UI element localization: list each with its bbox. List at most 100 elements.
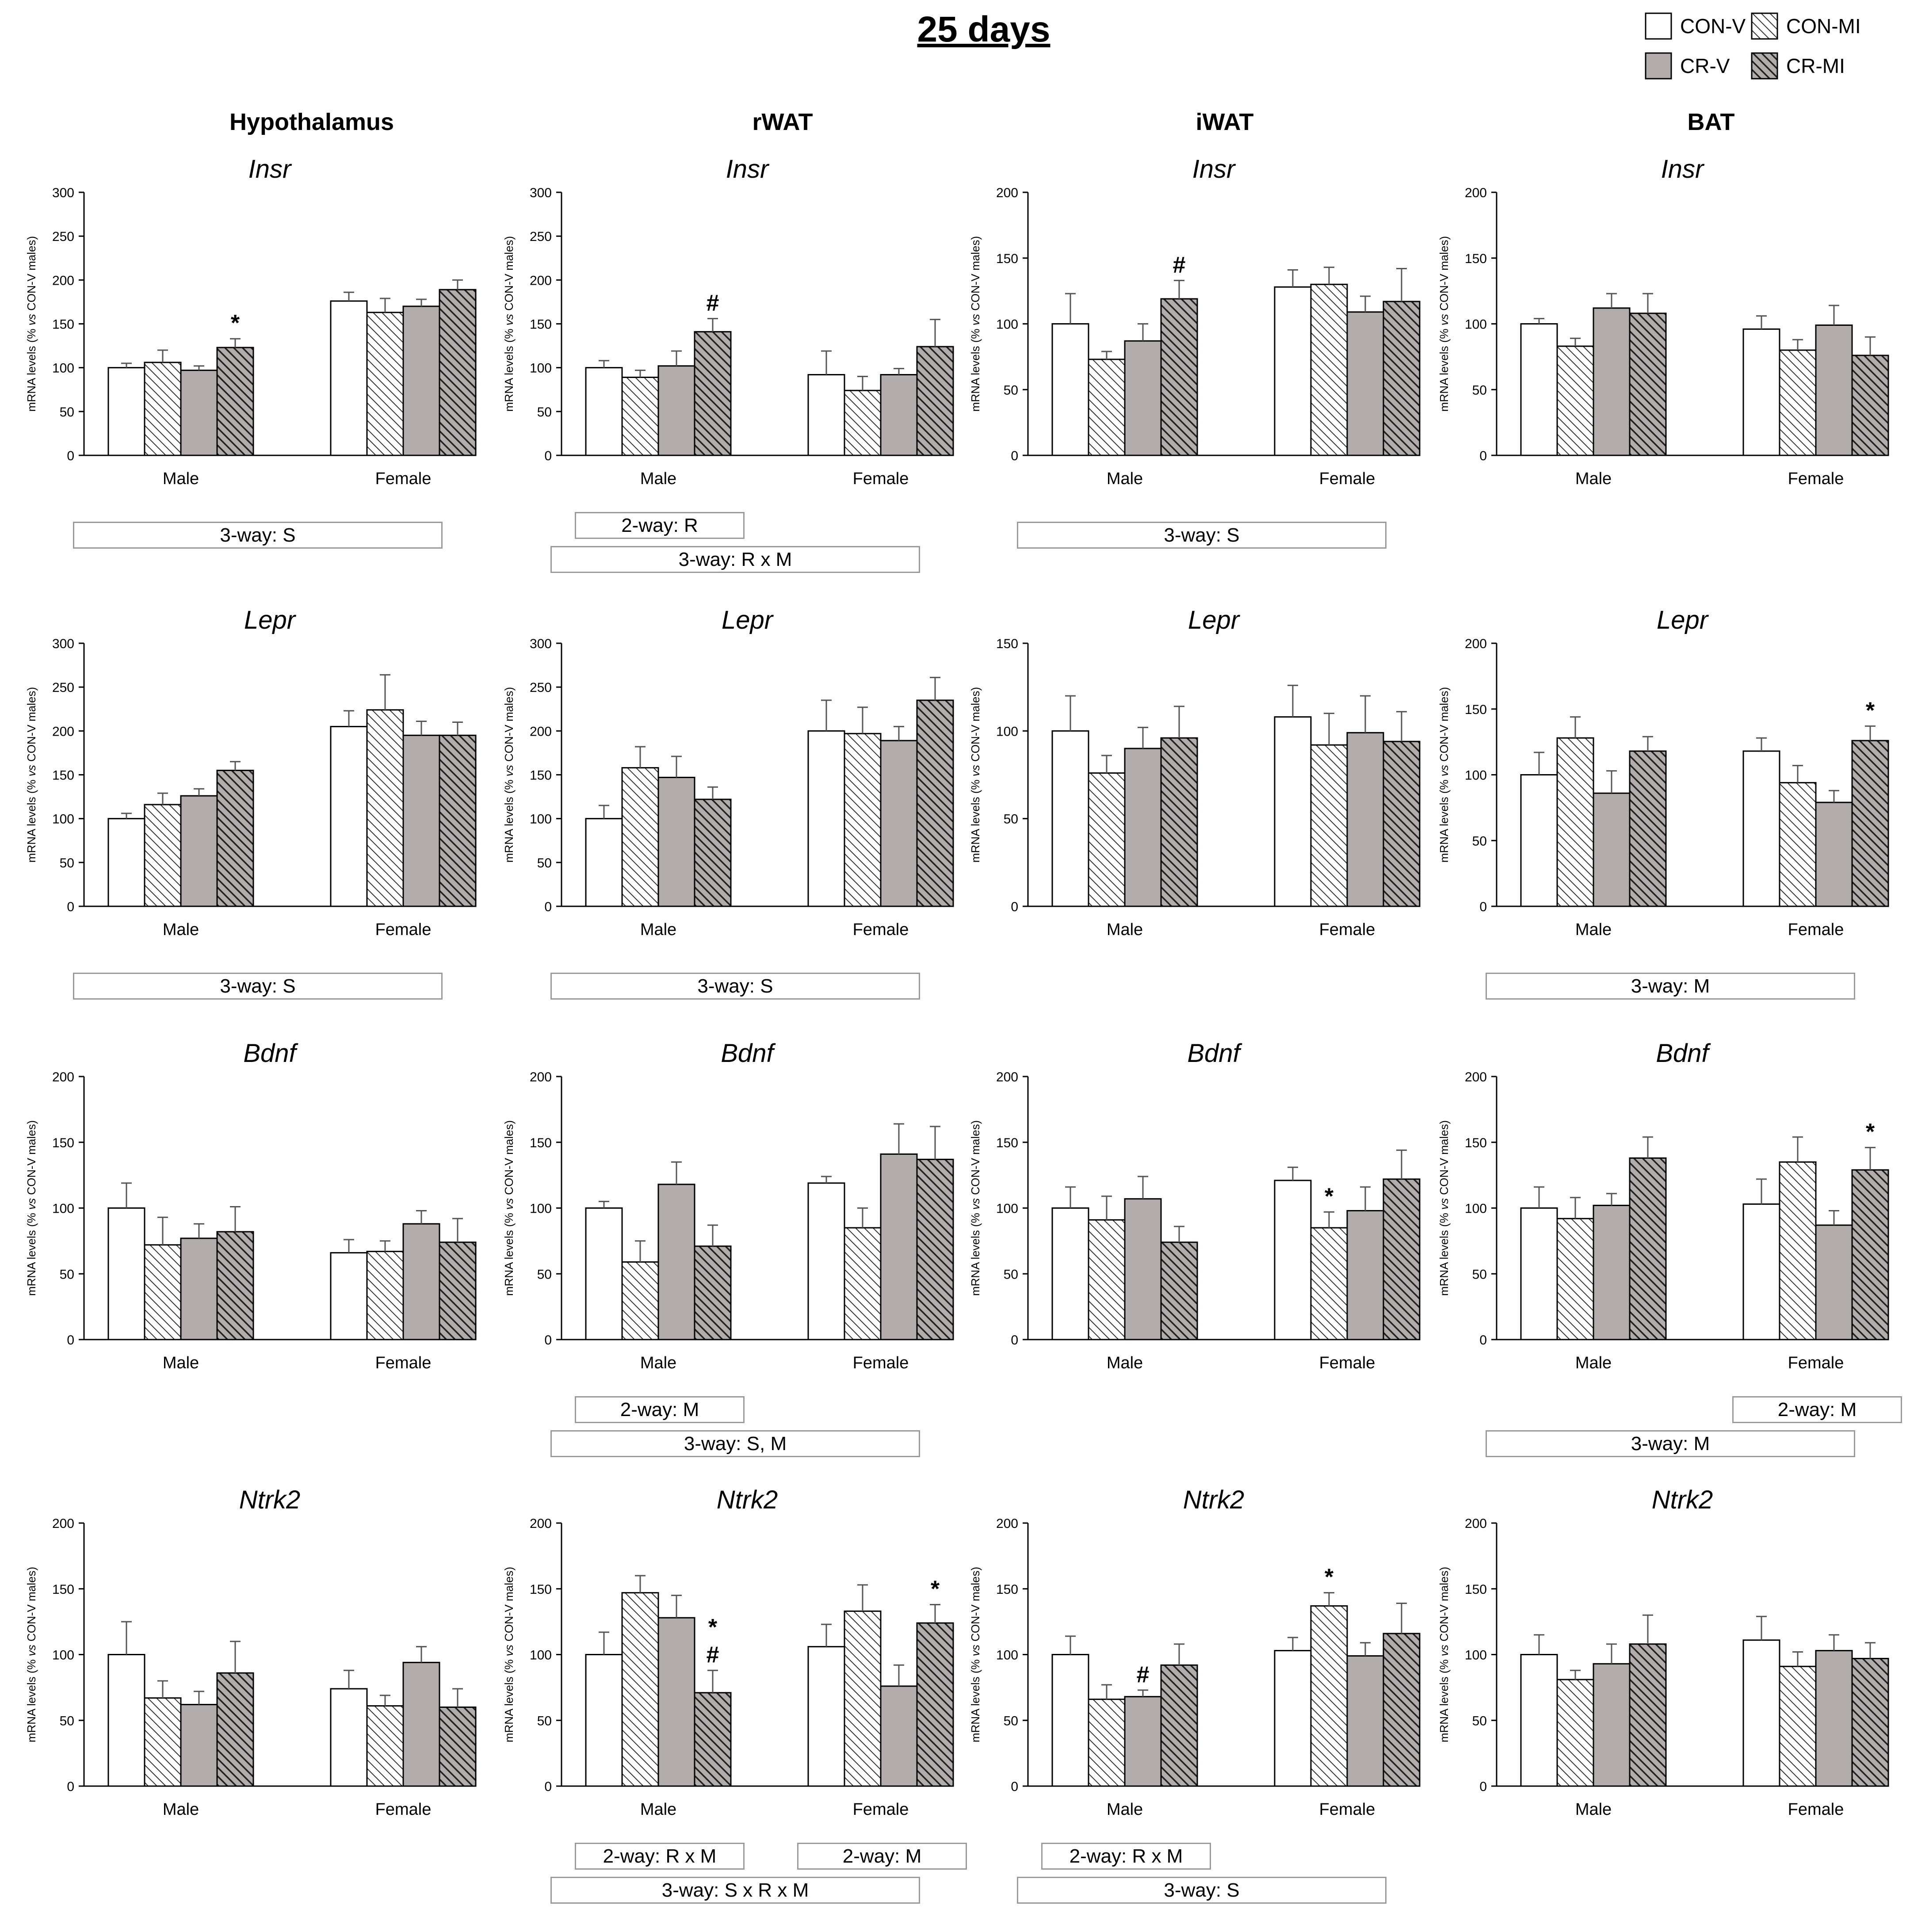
x-category-label: Male <box>640 920 676 939</box>
stat-box: 2-way: R x M <box>575 1843 745 1870</box>
y-tick-label: 250 <box>52 229 74 244</box>
chart-svg: Ntrk2 mRNA levels (% vs CON-V males) 0 50 10… <box>25 1485 477 1819</box>
bar-cr-mi-female <box>439 1707 477 1787</box>
bar-con-v-male <box>107 1654 145 1787</box>
y-tick-label: 50 <box>1472 1267 1487 1282</box>
bar-con-v-male <box>1520 1654 1558 1787</box>
chart-title: Ntrk2 <box>717 1485 778 1514</box>
bar-cr-mi-female <box>916 1158 954 1340</box>
y-tick-label: 50 <box>1472 1714 1487 1728</box>
bar-con-v-female <box>1742 1639 1780 1787</box>
bar-cr-mi-male <box>694 1245 732 1340</box>
bar-con-mi-female <box>1310 1605 1348 1787</box>
x-category-label: Female <box>1788 1354 1844 1372</box>
bar-cr-v-female <box>1346 1210 1384 1340</box>
bar-con-mi-female <box>366 1705 404 1787</box>
bar-cr-mi-male <box>1160 1664 1198 1787</box>
stat-box: 2-way: M <box>797 1843 967 1870</box>
chart-svg: Lepr mRNA levels (% vs CON-V males) 0 50 100… <box>969 606 1421 939</box>
bar-con-v-female <box>1274 286 1312 456</box>
bar-cr-v-female <box>1346 732 1384 907</box>
y-tick-label: 200 <box>996 186 1018 200</box>
y-tick-label: 100 <box>996 317 1018 332</box>
bar-cr-mi-female <box>1851 1657 1889 1787</box>
stat-box: 3-way: S <box>73 522 443 549</box>
y-tick-label: 100 <box>996 1648 1018 1663</box>
bar-cr-v-female <box>880 1685 918 1787</box>
chart-svg: Insr mRNA levels (% vs CON-V males) 0 50 100… <box>25 155 477 488</box>
bar-cr-mi-female <box>1851 740 1889 907</box>
x-category-label: Female <box>853 1800 909 1819</box>
y-tick-label: 150 <box>52 317 74 332</box>
x-category-label: Male <box>1575 1800 1612 1819</box>
significance-marker: * <box>1866 1119 1875 1145</box>
y-tick-label: 100 <box>1465 1202 1487 1216</box>
y-tick-label: 0 <box>1479 1779 1487 1794</box>
bar-con-v-female <box>1742 1203 1780 1340</box>
bar-con-mi-female <box>844 1610 882 1787</box>
stat-box: 2-way: R <box>575 512 745 539</box>
bar-cr-mi-male <box>1160 1241 1198 1340</box>
y-tick-label: 100 <box>530 1202 552 1216</box>
bar-con-v-female <box>1742 328 1780 456</box>
bar-con-v-female <box>330 1252 368 1340</box>
stat-box: 3-way: R x M <box>550 546 920 573</box>
bar-cr-mi-male <box>216 1672 254 1787</box>
legend-label: CON-MI <box>1786 15 1861 38</box>
column-header-hypothalamus: Hypothalamus <box>229 109 394 135</box>
bar-cr-mi-female <box>1383 301 1421 456</box>
bar-con-v-male <box>107 818 145 907</box>
bar-cr-v-female <box>402 1223 440 1340</box>
bar-cr-v-male <box>1124 340 1162 456</box>
bar-cr-v-male <box>1124 1198 1162 1340</box>
bar-cr-mi-male <box>216 1231 254 1340</box>
legend-swatch <box>1645 52 1672 80</box>
y-axis-label: mRNA levels (% vs CON-V males) <box>25 236 38 412</box>
y-tick-label: 150 <box>530 1582 552 1597</box>
bar-con-mi-male <box>144 1697 182 1787</box>
bar-cr-v-male <box>1593 792 1631 907</box>
bar-con-mi-male <box>621 1592 659 1787</box>
y-tick-label: 300 <box>52 186 74 200</box>
y-tick-label: 150 <box>1465 703 1487 717</box>
chart-panel-hyp-ntrk2: Ntrk2 mRNA levels (% vs CON-V males) 0 50 10… <box>18 1481 477 1932</box>
chart-svg: Insr mRNA levels (% vs CON-V males) 0 50 100… <box>1437 155 1889 488</box>
legend-item-cr-mi: CR-MI <box>1751 52 1845 80</box>
y-tick-label: 200 <box>52 724 74 739</box>
bar-cr-v-female <box>1346 311 1384 456</box>
x-category-label: Female <box>375 1354 432 1372</box>
y-tick-label: 200 <box>996 1070 1018 1084</box>
bar-cr-v-female <box>1346 1655 1384 1787</box>
y-tick-label: 100 <box>996 724 1018 739</box>
bar-cr-v-female <box>402 305 440 456</box>
bar-cr-v-female <box>880 740 918 907</box>
y-tick-label: 100 <box>530 361 552 376</box>
x-category-label: Female <box>1319 1800 1375 1819</box>
chart-title: Bdnf <box>721 1039 776 1068</box>
chart-title: Ntrk2 <box>239 1485 301 1514</box>
bar-cr-mi-female <box>1383 741 1421 907</box>
chart-svg: Ntrk2 mRNA levels (% vs CON-V males) 0 50 10… <box>1437 1485 1889 1819</box>
y-tick-label: 0 <box>1479 449 1487 463</box>
y-tick-label: 200 <box>530 1070 552 1084</box>
y-tick-label: 0 <box>1011 900 1018 914</box>
legend-item-con-mi: CON-MI <box>1751 12 1861 40</box>
bar-cr-mi-male <box>216 347 254 456</box>
stat-box: 3-way: M <box>1486 973 1855 1000</box>
bar-con-v-male <box>585 367 623 456</box>
x-category-label: Male <box>1575 470 1612 488</box>
bar-cr-v-male <box>1124 1696 1162 1787</box>
bar-con-v-male <box>107 1207 145 1340</box>
y-tick-label: 100 <box>52 1648 74 1663</box>
y-tick-label: 100 <box>1465 768 1487 783</box>
bar-cr-v-male <box>1124 748 1162 907</box>
chart-title: Insr <box>1192 155 1236 183</box>
significance-marker: # <box>707 290 719 316</box>
bar-con-v-male <box>1051 1654 1089 1787</box>
y-tick-label: 200 <box>1465 637 1487 651</box>
bar-con-mi-male <box>621 767 659 907</box>
chart-svg: Insr mRNA levels (% vs CON-V males) 0 50 100… <box>502 155 954 488</box>
bar-con-mi-male <box>1088 772 1126 907</box>
y-tick-label: 0 <box>67 1333 74 1348</box>
y-tick-label: 100 <box>530 812 552 827</box>
